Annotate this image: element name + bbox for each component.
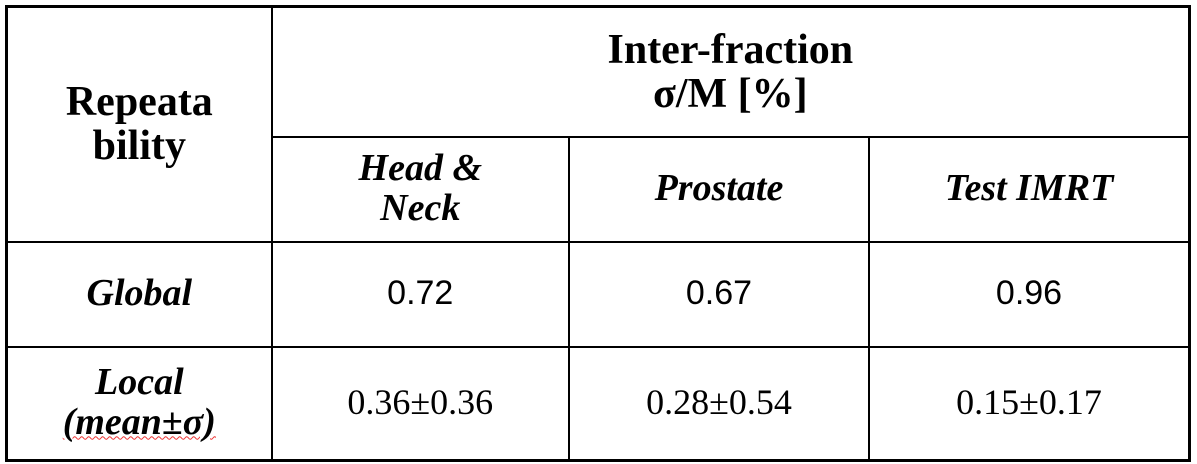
column-header: Test IMRT bbox=[868, 135, 1191, 243]
row-label: Local (mean±σ) bbox=[5, 345, 273, 462]
corner-line: Repeata bbox=[65, 79, 213, 126]
group-header: Inter-fraction σ/M [%] bbox=[270, 5, 1191, 138]
data-row: Global 0.72 0.67 0.96 bbox=[5, 240, 1191, 348]
group-line: σ/M [%] bbox=[653, 70, 808, 117]
column-header-line: Head & bbox=[358, 147, 483, 190]
cell: 0.15±0.17 bbox=[868, 345, 1191, 462]
column-header: Head & Neck bbox=[270, 135, 570, 243]
data-row: Local (mean±σ) 0.36±0.36 0.28±0.54 0.15±0.17 bbox=[5, 345, 1191, 462]
row-label-line: Local bbox=[95, 361, 184, 404]
cell: 0.67 bbox=[567, 240, 871, 348]
cell: 0.96 bbox=[868, 240, 1191, 348]
row-label-line: (mean±σ) bbox=[62, 401, 216, 444]
column-header: Prostate bbox=[567, 135, 871, 243]
corner-header: Repeata bility bbox=[5, 5, 273, 243]
row-label: Global bbox=[5, 240, 273, 348]
column-header-line: Test IMRT bbox=[944, 167, 1114, 210]
group-line: Inter-fraction bbox=[607, 26, 854, 73]
row-label-line: Global bbox=[86, 272, 193, 315]
cell: 0.36±0.36 bbox=[270, 345, 570, 462]
cell: 0.28±0.54 bbox=[567, 345, 871, 462]
cell: 0.72 bbox=[270, 240, 570, 348]
corner-line: bility bbox=[92, 123, 187, 170]
column-header-line: Neck bbox=[380, 187, 461, 229]
column-header-row: Head & Neck Prostate Test IMRT bbox=[7, 135, 1191, 243]
column-header-line: Prostate bbox=[654, 167, 784, 210]
results-table: Repeata bility Inter-fraction σ/M [%] He… bbox=[5, 5, 1191, 462]
